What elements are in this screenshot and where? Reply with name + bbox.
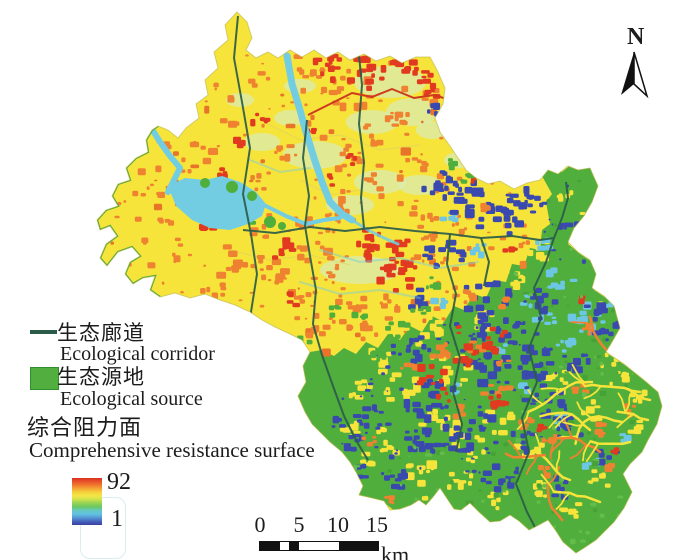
source-swatch: [30, 367, 59, 390]
scalebar-tick: 5: [293, 512, 305, 537]
legend-resistance-en: Comprehensive resistance surface: [29, 438, 315, 462]
legend-resistance-zh: 综合阻力面: [27, 415, 143, 440]
color-ramp: [72, 478, 102, 525]
scalebar-tick: 10: [327, 512, 349, 537]
north-label: N: [627, 24, 645, 50]
scalebar-tick: 15: [366, 512, 388, 537]
legend-source-en: Ecological source: [60, 388, 203, 410]
ramp-ghost-box: [80, 497, 126, 559]
ramp-min-label: 1: [111, 506, 123, 532]
legend-source-zh: 生态源地: [57, 365, 145, 389]
corridor-line-symbol: [30, 330, 57, 334]
ramp-max-label: 92: [107, 469, 131, 495]
scalebar-tick: 0: [254, 512, 266, 537]
legend-corridor-en: Ecological corridor: [60, 343, 215, 365]
legend-corridor-zh: 生态廊道: [57, 321, 145, 345]
scalebar: 0 5 10 15 km: [250, 512, 460, 560]
north-arrow-icon: [621, 51, 649, 99]
scalebar-unit: km: [381, 542, 410, 560]
scalebar-bar: [259, 541, 379, 551]
